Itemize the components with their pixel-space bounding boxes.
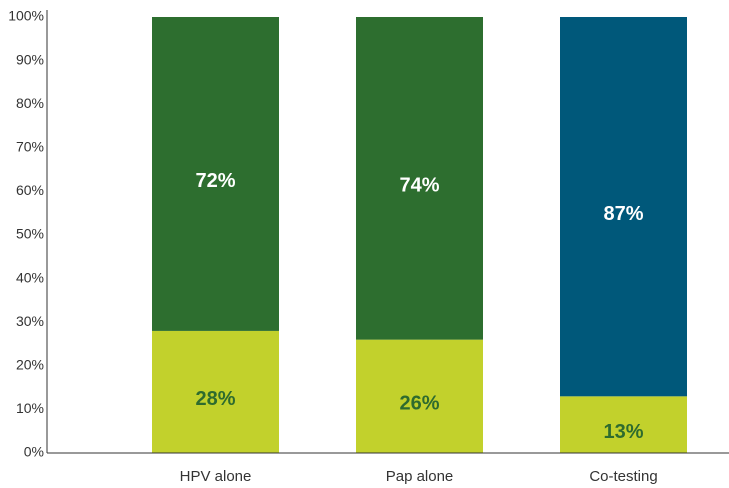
y-tick-label: 0%	[24, 444, 44, 460]
x-tick-label: HPV alone	[180, 468, 252, 485]
y-tick-label: 30%	[16, 313, 44, 329]
y-tick-label: 100%	[8, 8, 44, 24]
y-tick-label: 60%	[16, 182, 44, 198]
y-tick-label: 50%	[16, 226, 44, 242]
y-tick-label: 10%	[16, 400, 44, 416]
value-label: 72%	[195, 170, 235, 192]
y-tick-label: 20%	[16, 357, 44, 373]
x-tick-label: Co-testing	[589, 468, 657, 485]
x-tick-label: Pap alone	[386, 468, 454, 485]
bar-segment	[356, 339, 483, 453]
value-label: 74%	[399, 175, 439, 197]
y-tick-label: 90%	[16, 51, 44, 67]
y-tick-label: 40%	[16, 269, 44, 285]
bar-segment	[560, 396, 687, 453]
y-tick-label: 70%	[16, 139, 44, 155]
bar-segment	[152, 330, 279, 453]
y-tick-label: 80%	[16, 95, 44, 111]
bar-segment	[152, 17, 279, 331]
bar-segment	[356, 17, 483, 340]
value-label: 26%	[399, 393, 439, 415]
bar-segment	[560, 17, 687, 397]
value-label: 13%	[603, 421, 643, 443]
value-label: 87%	[603, 203, 643, 225]
value-label: 28%	[195, 388, 235, 410]
